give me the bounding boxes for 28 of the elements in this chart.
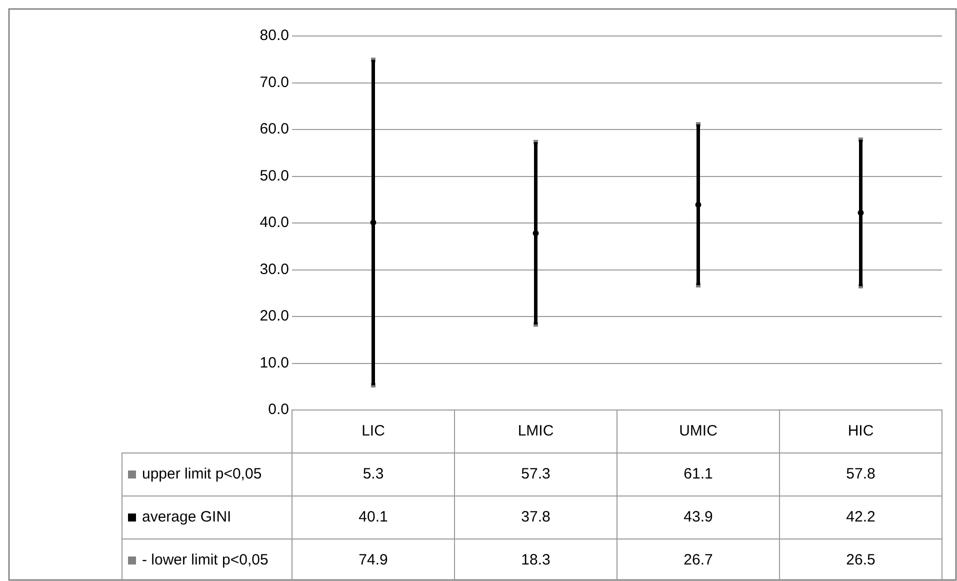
x-tick-label: LIC [362,422,386,440]
y-tick-label: 80.0 [260,27,289,44]
data-label: 61.1 [684,466,713,483]
data-label: 57.8 [846,466,876,483]
x-tick-label: UMIC [679,422,718,440]
y-tick-label: 60.0 [260,120,289,138]
y-tick-label: 10.0 [260,354,289,372]
legend-label: upper limit p<0,05 [142,466,262,483]
y-tick-label: 0.0 [268,401,289,418]
y-tick-label: 40.0 [260,214,289,232]
data-label: 37.8 [521,508,550,526]
data-label: 57.3 [521,466,550,483]
x-tick-label: HIC [848,422,874,440]
x-tick-label: LMIC [518,422,554,440]
legend-label: average GINI [142,508,232,526]
y-tick-label: 50.0 [260,167,289,184]
data-label: 43.9 [684,508,713,526]
legend-label: - lower limit p<0,05 [142,552,268,569]
data-label: 42.2 [846,508,876,526]
data-label: 26.5 [846,552,876,569]
y-tick-label: 70.0 [260,74,289,91]
data-label: 26.7 [684,552,713,569]
data-label: 74.9 [358,552,388,569]
data-label: 40.1 [358,508,388,526]
y-tick-label: 20.0 [260,308,289,325]
data-label: 18.3 [521,552,550,569]
y-tick-label: 30.0 [260,260,289,278]
data-label: 5.3 [362,466,384,483]
